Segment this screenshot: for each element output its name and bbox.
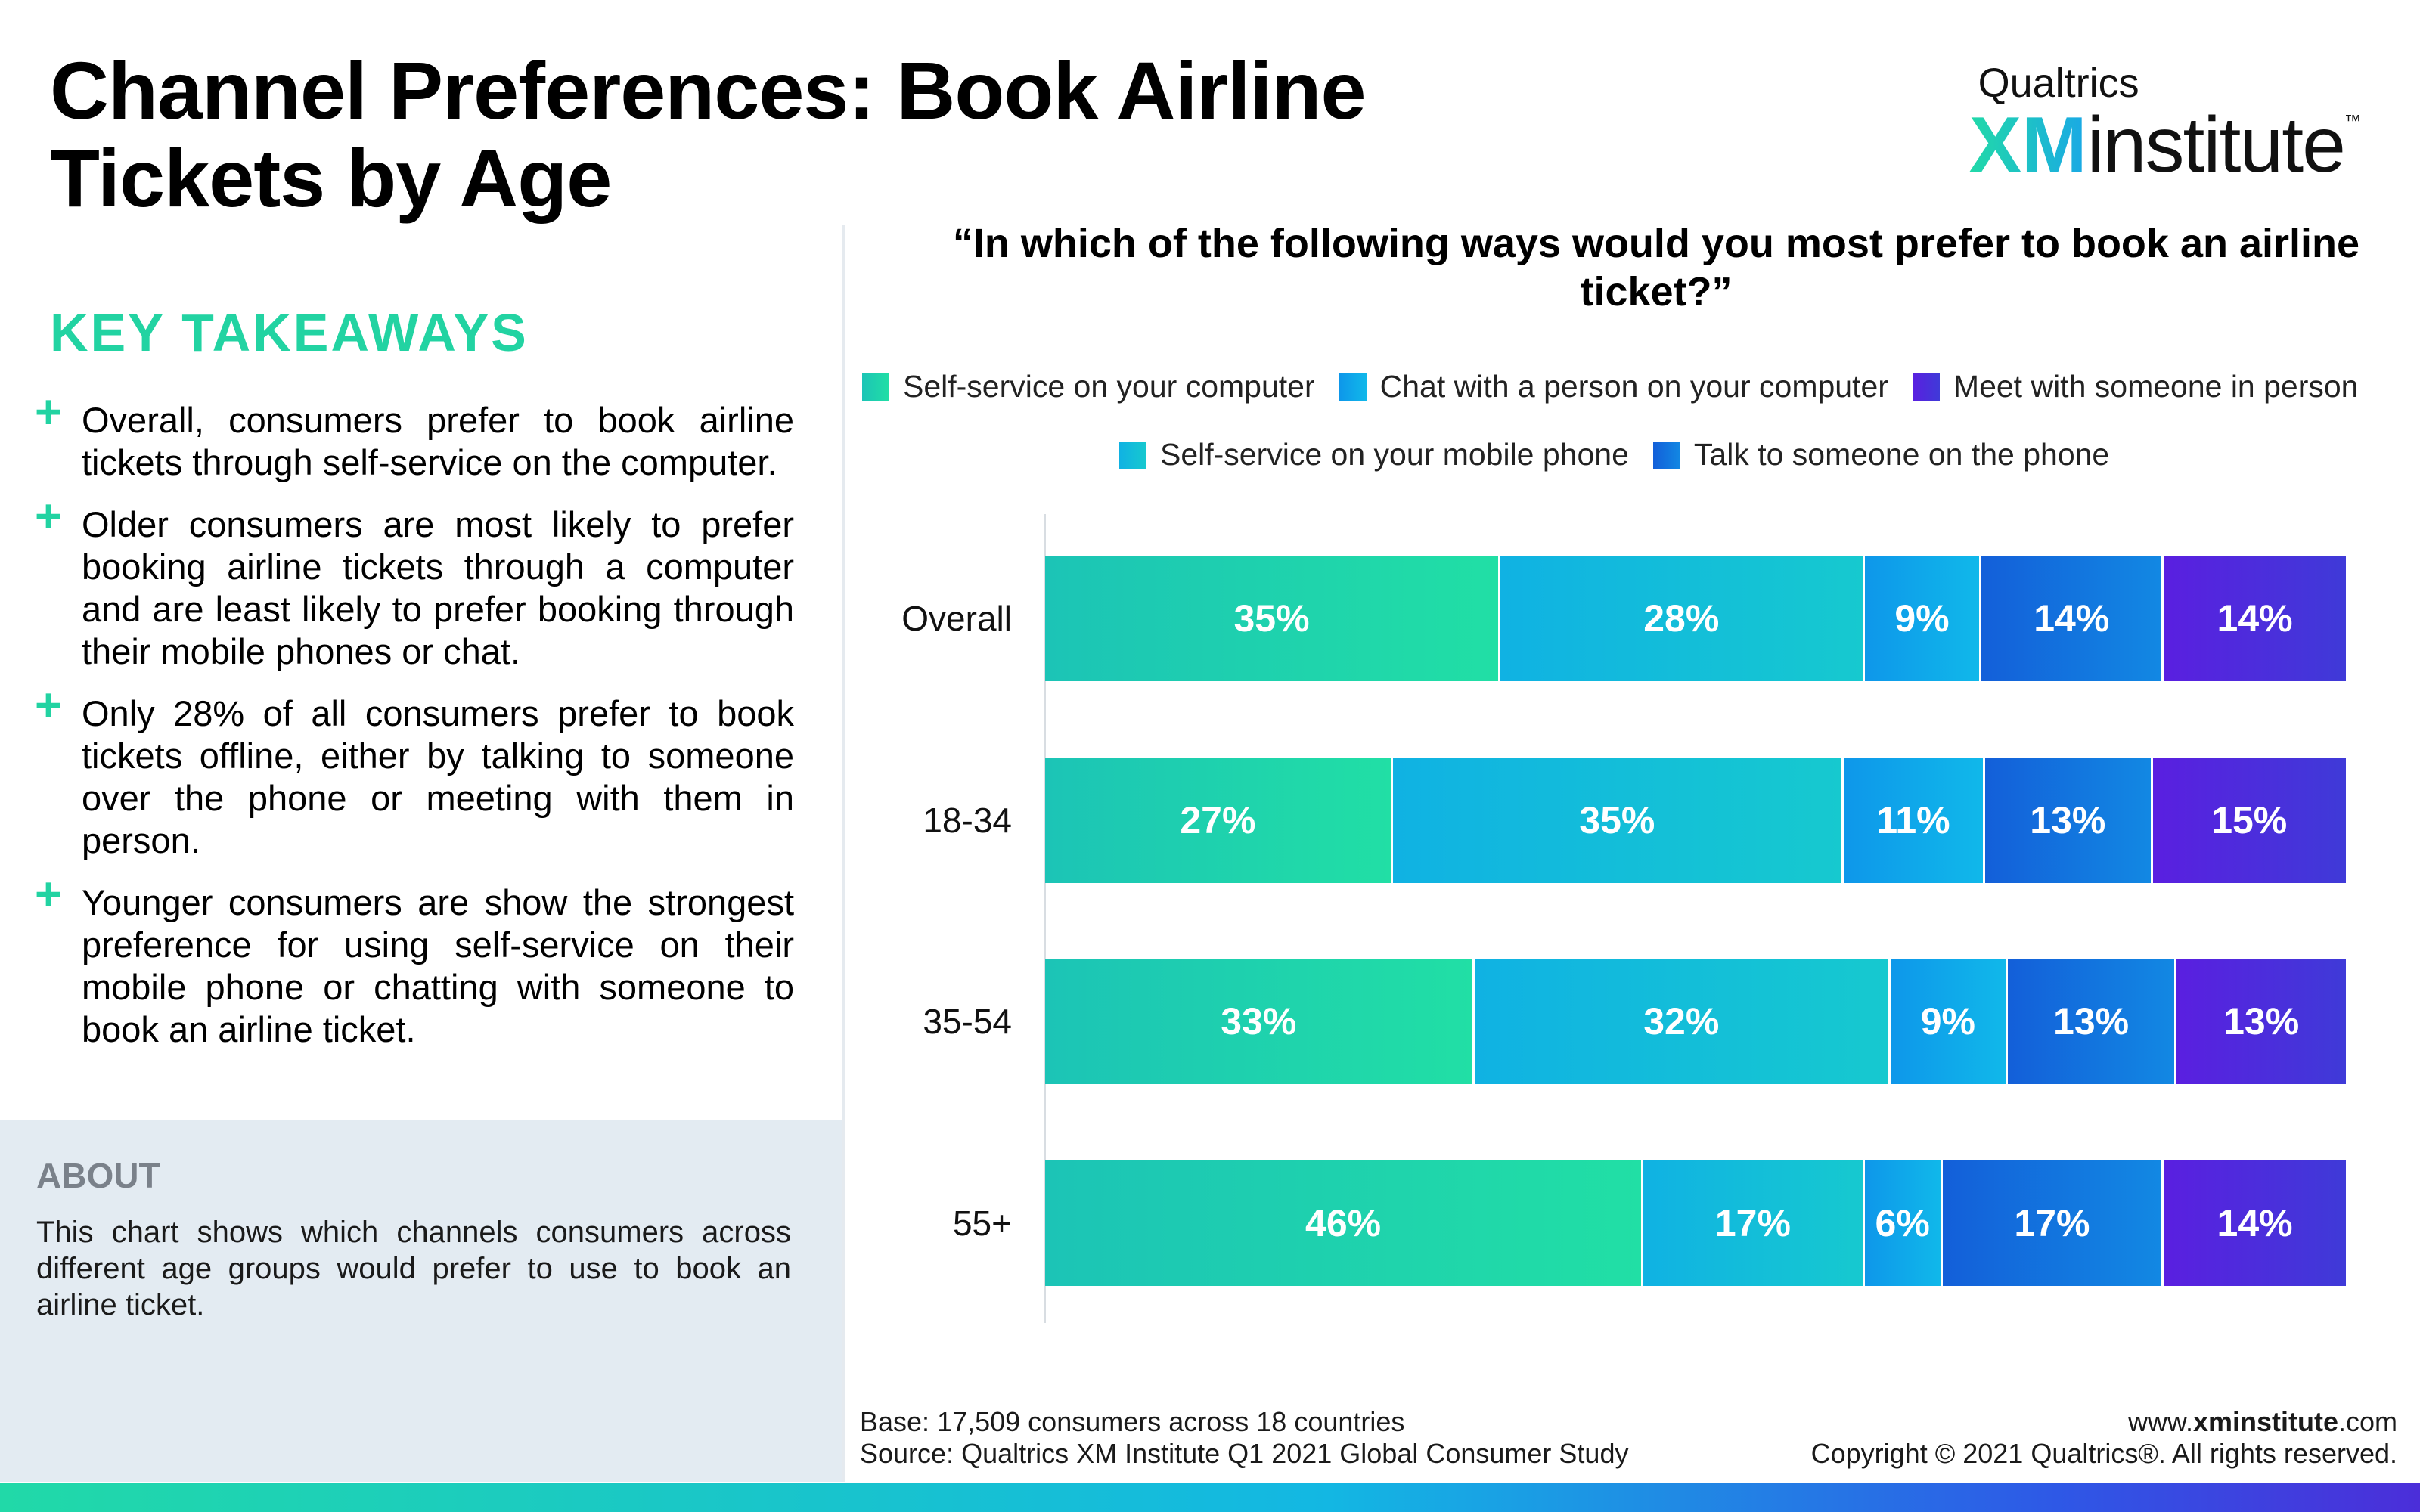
key-takeaways-list: + Overall, consumers prefer to book airli… xyxy=(35,389,794,1070)
takeaway-item: + Younger consumers are show the stronges… xyxy=(35,872,794,1051)
bar-segment: 11% xyxy=(1843,758,1986,883)
bar-segment: 13% xyxy=(2007,959,2177,1084)
stacked-bar: 35% 28% 9% 14% 14% xyxy=(1045,556,2346,681)
bar-segment: 46% xyxy=(1045,1160,1644,1286)
legend-label: Self-service on your computer xyxy=(903,369,1315,404)
category-label: Overall xyxy=(901,599,1012,638)
legend-item: Meet with someone in person xyxy=(1912,369,2359,404)
chart-row: 55+ 46% 17% 6% 17% 14% xyxy=(870,1160,2382,1286)
takeaway-item: + Only 28% of all consumers prefer to boo… xyxy=(35,683,794,862)
bar-segment: 28% xyxy=(1500,556,1865,681)
stacked-bar: 27% 35% 11% 13% 15% xyxy=(1045,758,2346,883)
takeaway-item: + Overall, consumers prefer to book airli… xyxy=(35,389,794,484)
logo-trademark: ™ xyxy=(2344,111,2361,130)
legend-item: Self-service on your mobile phone xyxy=(1119,437,1629,472)
bar-segment: 27% xyxy=(1045,758,1393,883)
xm-institute-logo: Qualtrics XMinstitute™ xyxy=(1969,60,2361,184)
takeaway-text: Only 28% of all consumers prefer to book… xyxy=(82,693,794,860)
legend-swatch xyxy=(1652,441,1680,469)
bar-segment: 14% xyxy=(1981,556,2164,681)
category-label: 55+ xyxy=(952,1204,1012,1243)
footer-notes: Base: 17,509 consumers across 18 countri… xyxy=(860,1406,1628,1470)
bar-segment: 35% xyxy=(1392,758,1844,883)
bar-segment: 9% xyxy=(1890,959,2008,1084)
legend-label: Chat with a person on your computer xyxy=(1379,369,1888,404)
website-name: xminstitute xyxy=(2192,1406,2338,1437)
bar-segment: 32% xyxy=(1474,959,1891,1084)
legend-label: Meet with someone in person xyxy=(1953,369,2359,404)
bar-segment: 9% xyxy=(1864,556,1982,681)
bar-segment: 17% xyxy=(1643,1160,1865,1286)
bar-segment: 13% xyxy=(2176,959,2346,1084)
category-label: 18-34 xyxy=(923,801,1012,840)
takeaway-text: Older consumers are most likely to prefe… xyxy=(82,504,794,671)
takeaway-text: Younger consumers are show the strongest… xyxy=(82,882,794,1049)
plus-icon: + xyxy=(35,869,63,921)
page-title: Channel Preferences: Book Airline Ticket… xyxy=(50,45,1367,224)
legend-item: Chat with a person on your computer xyxy=(1339,369,1888,404)
takeaway-item: + Older consumers are most likely to pref… xyxy=(35,494,794,673)
bar-segment: 35% xyxy=(1045,556,1500,681)
chart-row: 35-54 33% 32% 9% 13% 13% xyxy=(870,959,2382,1084)
legend-swatch xyxy=(862,373,889,401)
logo-institute-text: institute xyxy=(2086,101,2346,189)
stacked-bar: 33% 32% 9% 13% 13% xyxy=(1045,959,2346,1084)
category-label: 35-54 xyxy=(923,1002,1012,1041)
legend-row: Self-service on your mobile phone Talk to… xyxy=(1119,437,2133,472)
bar-segment: 33% xyxy=(1045,959,1475,1084)
website-prefix: www. xyxy=(2127,1406,2193,1437)
column-divider xyxy=(842,225,845,1482)
logo-qualtrics-text: Qualtrics xyxy=(1978,60,2139,106)
legend-swatch xyxy=(1119,441,1146,469)
logo-xm-text: XM xyxy=(1969,101,2087,189)
plus-icon: + xyxy=(35,491,63,543)
key-takeaways-heading: KEY TAKEAWAYS xyxy=(50,303,529,362)
about-heading: ABOUT xyxy=(36,1156,160,1195)
bar-segment: 17% xyxy=(1942,1160,2164,1286)
legend-label: Talk to someone on the phone xyxy=(1693,437,2110,472)
logo-wordmark: XMinstitute™ xyxy=(1969,106,2361,184)
bar-segment: 6% xyxy=(1864,1160,1943,1286)
bar-segment: 13% xyxy=(1985,758,2153,883)
footer-website[interactable]: www.xminstitute.com xyxy=(1811,1406,2397,1438)
legend-item: Self-service on your computer xyxy=(862,369,1315,404)
footer-credits: www.xminstitute.com Copyright © 2021 Qua… xyxy=(1811,1406,2397,1470)
chart-row: Overall 35% 28% 9% 14% 14% xyxy=(870,556,2382,681)
footer-source: Source: Qualtrics XM Institute Q1 2021 G… xyxy=(860,1438,1629,1469)
legend-label: Self-service on your mobile phone xyxy=(1160,437,1629,472)
footer-base: Base: 17,509 consumers across 18 countri… xyxy=(860,1406,1405,1437)
legend-item: Talk to someone on the phone xyxy=(1652,437,2110,472)
footer-copyright: Copyright © 2021 Qualtrics®. All rights … xyxy=(1810,1438,2397,1469)
bottom-gradient-stripe xyxy=(0,1483,2420,1512)
plus-icon: + xyxy=(35,386,63,438)
bar-segment: 14% xyxy=(2164,1160,2346,1286)
chart-row: 18-34 27% 35% 11% 13% 15% xyxy=(870,758,2382,883)
bar-segment: 15% xyxy=(2152,758,2346,883)
about-panel: ABOUT This chart shows which channels co… xyxy=(0,1120,842,1482)
chart-title: “In which of the following ways would yo… xyxy=(952,221,2360,314)
stacked-bar: 46% 17% 6% 17% 14% xyxy=(1045,1160,2346,1286)
plus-icon: + xyxy=(35,680,63,732)
takeaway-text: Overall, consumers prefer to book airlin… xyxy=(82,400,794,482)
legend-swatch xyxy=(1339,373,1367,401)
about-text: This chart shows which channels consumer… xyxy=(36,1216,791,1321)
legend-row: Self-service on your computer Chat with a… xyxy=(862,369,2382,404)
stacked-bar-chart: Overall 35% 28% 9% 14% 14% 18-34 27% 35% 11% 13% 15… xyxy=(870,514,2382,1331)
bar-segment: 14% xyxy=(2164,556,2346,681)
legend-swatch xyxy=(1912,373,1940,401)
website-suffix: .com xyxy=(2338,1406,2397,1437)
chart-axis-line xyxy=(1044,514,1046,1323)
